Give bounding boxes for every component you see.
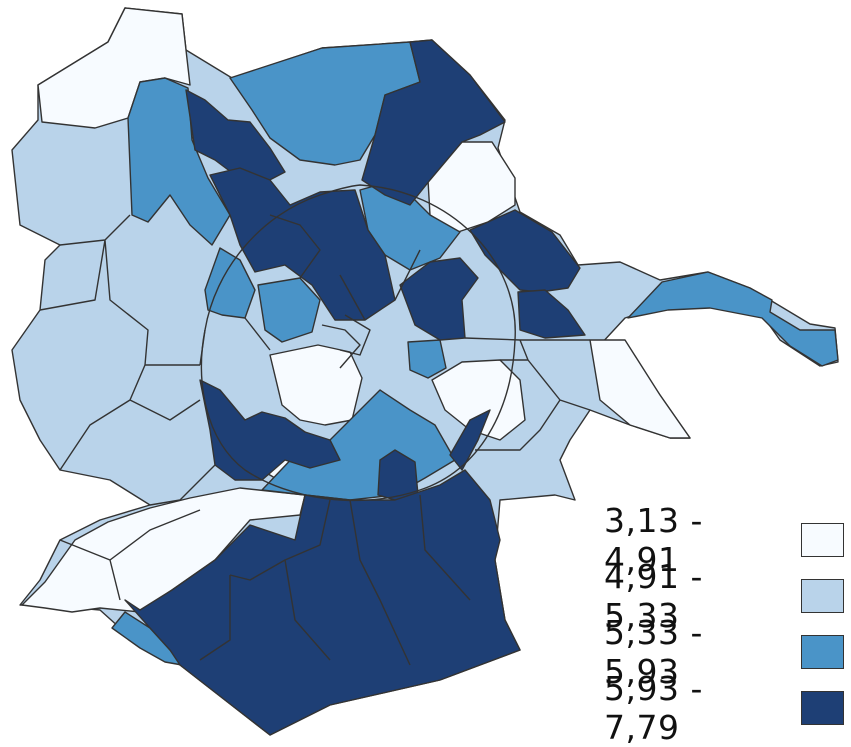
zone-northwest-white [37,7,191,129]
zone-east-white [589,339,691,439]
zone-south-dark [124,469,521,736]
ring-road [200,184,516,502]
legend-label: 3,13 - 4,91 [604,501,703,579]
zone-east-medium [627,271,839,367]
legend-item: 5,33 - 5,93 [604,613,844,691]
zone-east-dark [469,209,581,293]
zone-north-medium [229,41,421,166]
zone-north-dark [361,39,506,206]
legend-item: 4,91 - 5,33 [604,557,844,635]
legend-item: 3,13 - 4,91 [604,501,844,579]
zone-west-dark [199,379,341,481]
zone-northwest-dark [185,89,286,186]
legend-swatch [800,635,844,669]
legend-label: 4,91 - 5,33 [604,557,703,635]
zone-inner-east-medium [407,339,447,379]
zone-east2-dark [517,289,586,339]
legend: 3,13 - 4,91 4,91 - 5,33 5,33 - 5,93 5,93… [604,501,844,747]
legend-swatch [800,523,844,557]
zone-east-inner-dark [399,257,479,341]
legend-swatch [800,579,844,613]
legend-label: 5,93 - 7,79 [604,669,703,747]
zone-east-inner-white [431,359,526,441]
district-borders [39,214,591,666]
legend-item: 5,93 - 7,79 [604,669,844,747]
zone-inner-west-medium [204,247,256,319]
legend-label: 5,33 - 5,93 [604,613,703,691]
legend-swatch [800,691,844,725]
